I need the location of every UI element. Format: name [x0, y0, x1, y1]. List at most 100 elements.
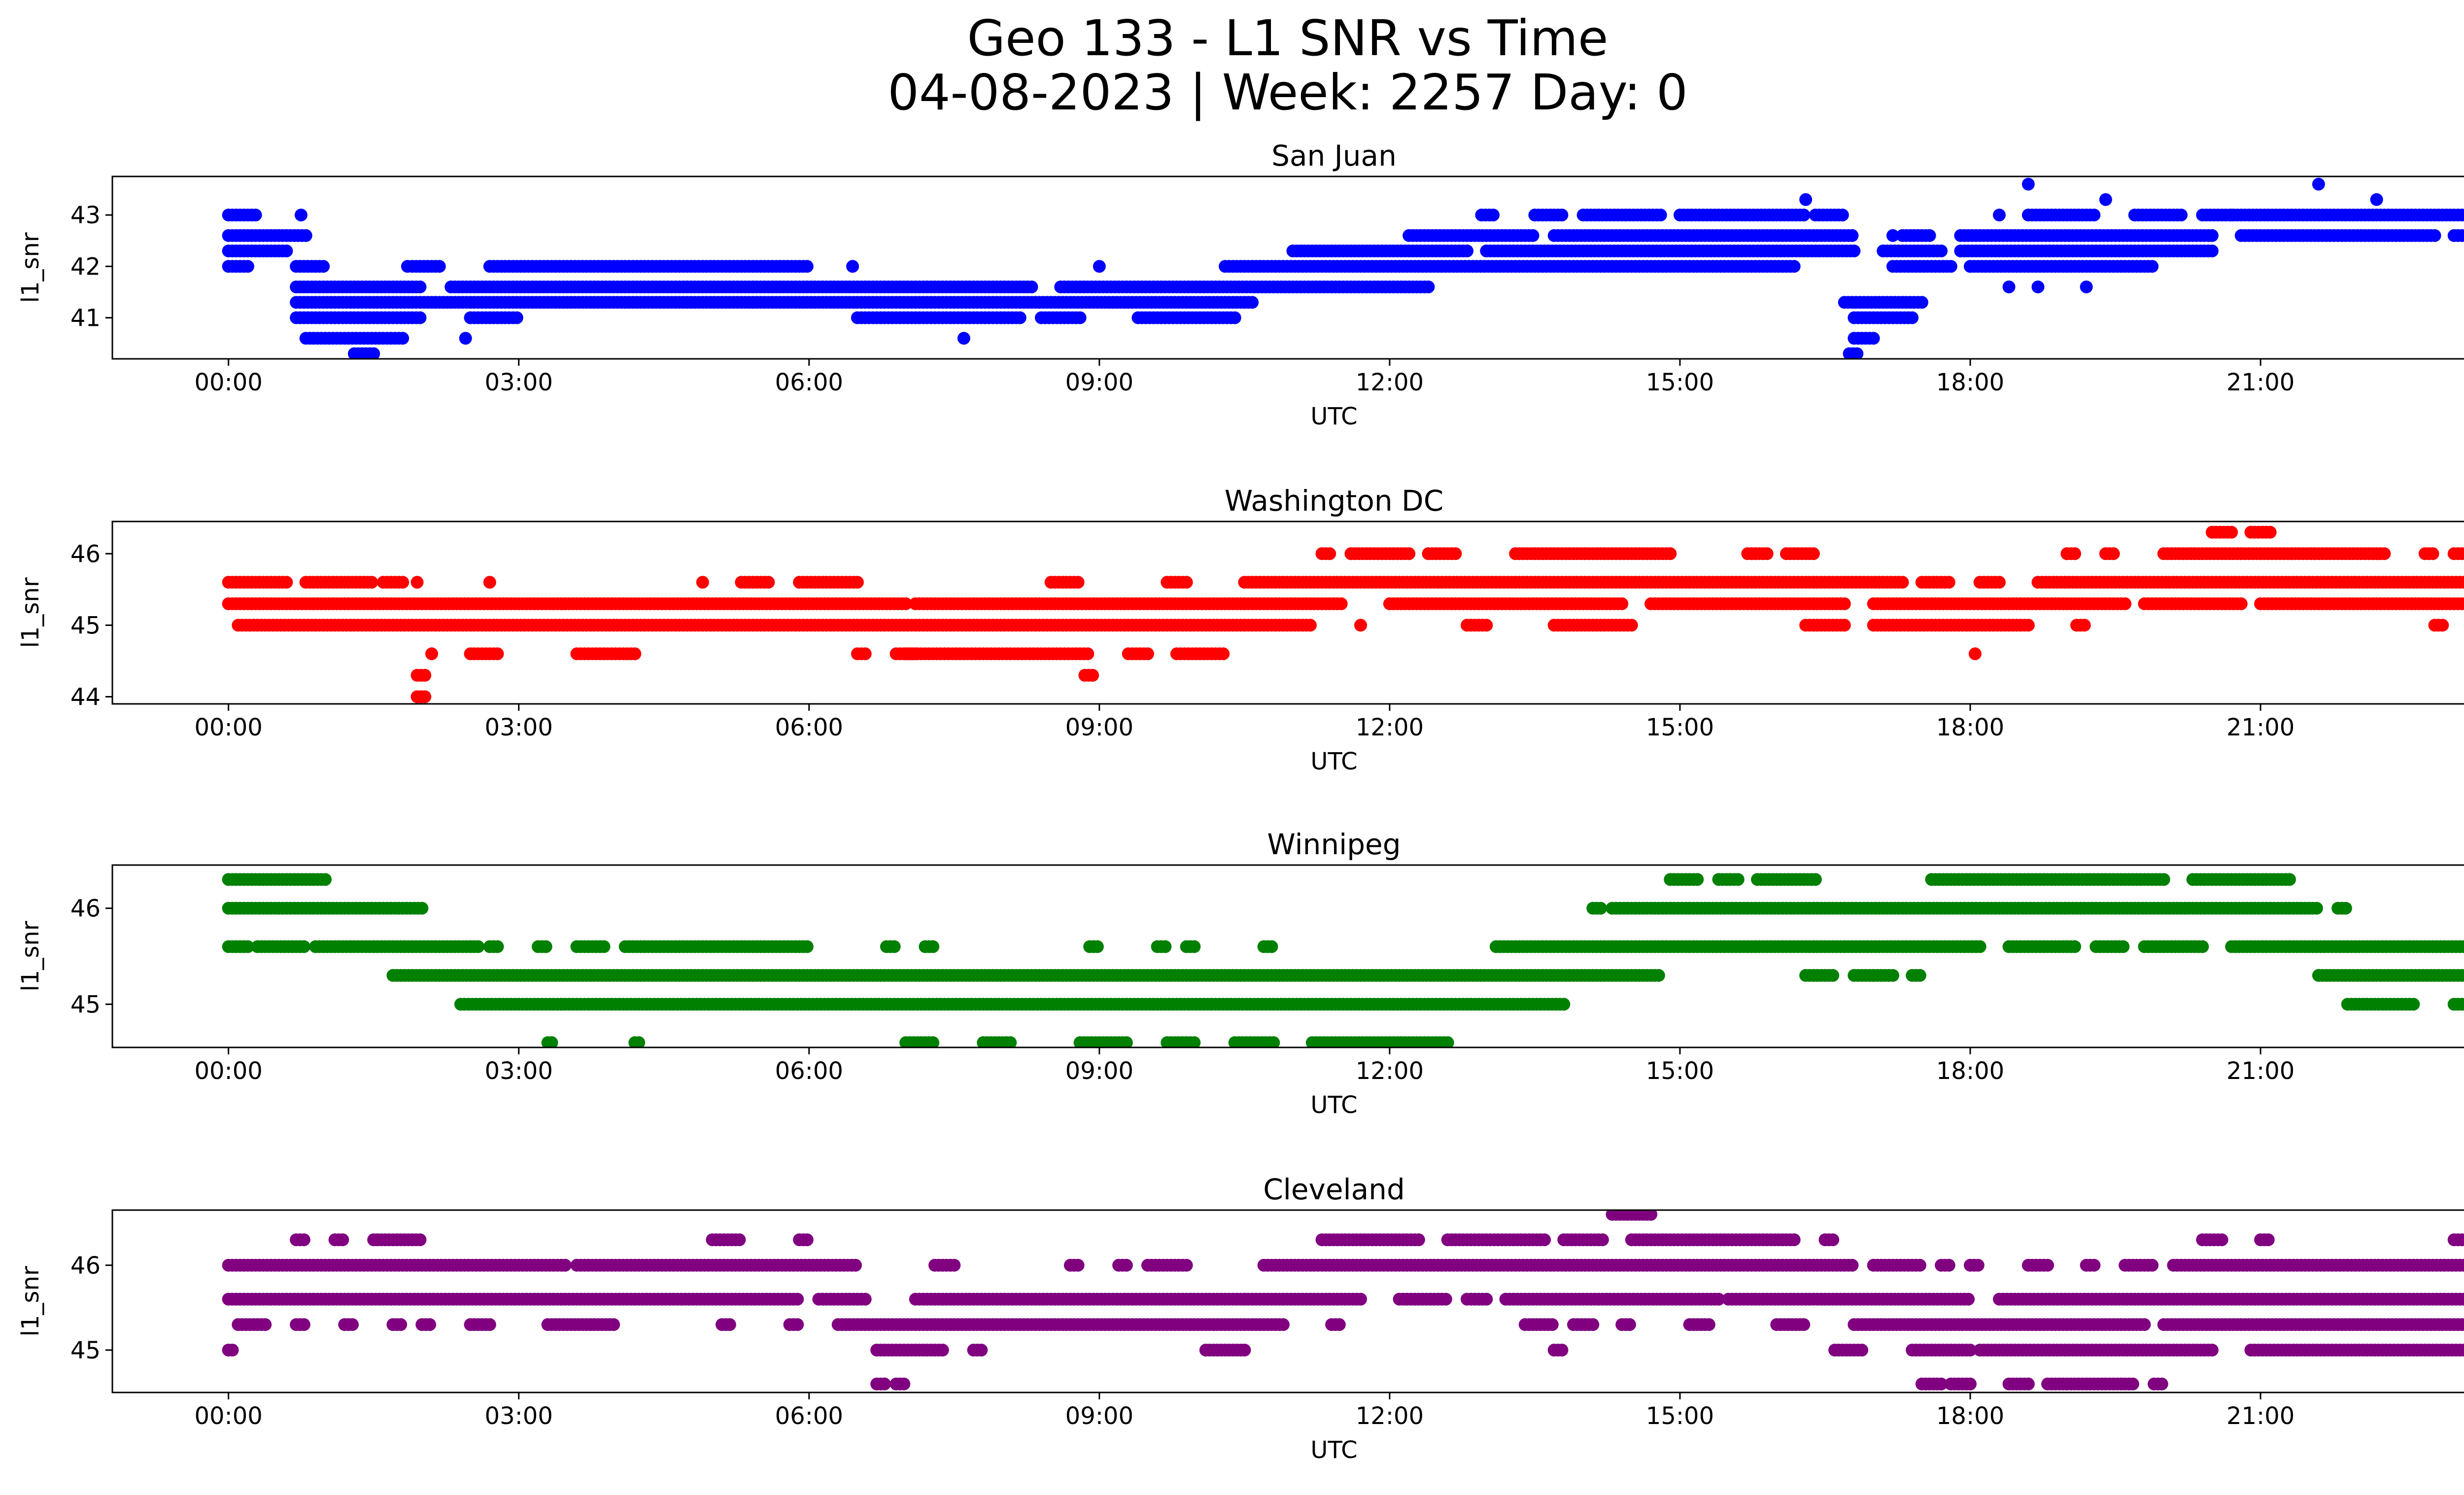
data-point: [1915, 296, 1928, 309]
data-point: [957, 332, 970, 345]
x-tick-label: 09:00: [1065, 369, 1133, 396]
data-point: [1246, 296, 1259, 309]
data-point: [1354, 619, 1367, 632]
data-point: [899, 597, 913, 610]
data-point: [1526, 229, 1540, 242]
data-point: [1850, 347, 1864, 359]
data-point: [1691, 873, 1704, 886]
data-point: [2426, 547, 2439, 560]
data-point: [1993, 209, 2006, 222]
data-point: [762, 576, 775, 589]
x-tick-label: 15:00: [1646, 714, 1714, 741]
data-point: [2107, 547, 2120, 560]
data-point: [249, 209, 262, 222]
data-point: [411, 576, 424, 589]
data-point: [1073, 311, 1087, 324]
data-point: [1013, 311, 1027, 324]
data-point: [2234, 597, 2248, 610]
data-point: [241, 260, 254, 273]
data-point: [2436, 619, 2449, 632]
y-tick-label: 42: [70, 253, 101, 280]
data-point: [1557, 998, 1571, 1011]
data-point: [1968, 647, 1982, 661]
data-point: [2099, 193, 2112, 206]
x-axis-label: UTC: [1310, 403, 1357, 430]
data-point: [2119, 597, 2132, 610]
data-point: [491, 647, 504, 661]
data-point: [401, 260, 414, 273]
y-tick-label: 45: [70, 612, 101, 639]
data-point: [2378, 547, 2391, 560]
data-point: [1449, 547, 1462, 560]
x-tick-label: 00:00: [194, 369, 262, 396]
data-point: [365, 576, 378, 589]
x-tick-label: 12:00: [1356, 714, 1424, 741]
data-point: [1799, 193, 1813, 206]
data-point: [1625, 619, 1638, 632]
data-point: [1944, 260, 1957, 273]
data-point: [1993, 576, 2006, 589]
data-point: [1826, 969, 1840, 982]
data-point: [294, 209, 308, 222]
data-point: [280, 576, 293, 589]
data-point: [2021, 619, 2035, 632]
data-point: [1923, 229, 1936, 242]
data-point: [926, 940, 940, 953]
data-point: [2263, 525, 2277, 539]
data-point: [1615, 597, 1629, 610]
data-point: [1913, 969, 1926, 982]
data-point: [396, 332, 410, 345]
data-point: [2310, 902, 2323, 915]
axes-frame: [111, 175, 2464, 360]
x-tick-label: 15:00: [1646, 369, 1714, 396]
data-point: [280, 244, 293, 258]
data-point: [1081, 647, 1095, 661]
data-point: [491, 940, 504, 953]
data-point: [2068, 940, 2082, 953]
data-point: [1935, 244, 1948, 258]
data-point: [2459, 969, 2464, 982]
data-point: [1809, 873, 1822, 886]
data-point: [628, 647, 642, 661]
data-point: [2088, 209, 2101, 222]
data-point: [539, 940, 552, 953]
data-point: [2031, 280, 2045, 294]
data-point: [1906, 311, 1919, 324]
y-tick-label: 46: [70, 540, 101, 568]
data-point: [2283, 873, 2296, 886]
data-point: [800, 940, 814, 953]
data-point: [1480, 619, 1493, 632]
data-point: [1896, 576, 1909, 589]
data-point: [317, 260, 330, 273]
data-point: [846, 260, 859, 273]
data-point: [2461, 577, 2464, 588]
data-point: [2002, 280, 2016, 294]
data-point: [459, 332, 472, 345]
axes-frame: [111, 521, 2464, 705]
x-tick-label: 03:00: [485, 714, 553, 741]
data-point: [2339, 902, 2352, 915]
data-point: [2428, 229, 2441, 242]
data-points: [222, 177, 2464, 359]
data-point: [2455, 998, 2464, 1011]
data-point: [1228, 311, 1241, 324]
x-tick-label: 18:00: [1936, 369, 2004, 396]
data-point: [2459, 229, 2464, 242]
data-point: [1838, 619, 1851, 632]
x-tick-label: 21:00: [2226, 369, 2294, 396]
data-point: [1159, 940, 1172, 953]
data-point: [297, 940, 310, 953]
data-point: [696, 576, 709, 589]
data-point: [1025, 280, 1038, 294]
data-point: [367, 347, 380, 359]
data-point: [2461, 941, 2464, 952]
data-point: [2146, 260, 2159, 273]
data-point: [1886, 969, 1899, 982]
data-point: [2459, 547, 2464, 560]
data-point: [2370, 193, 2383, 206]
data-point: [472, 940, 485, 953]
data-point: [2021, 177, 2035, 191]
data-point: [433, 260, 446, 273]
data-point: [2205, 229, 2219, 242]
data-point: [1217, 647, 1230, 661]
